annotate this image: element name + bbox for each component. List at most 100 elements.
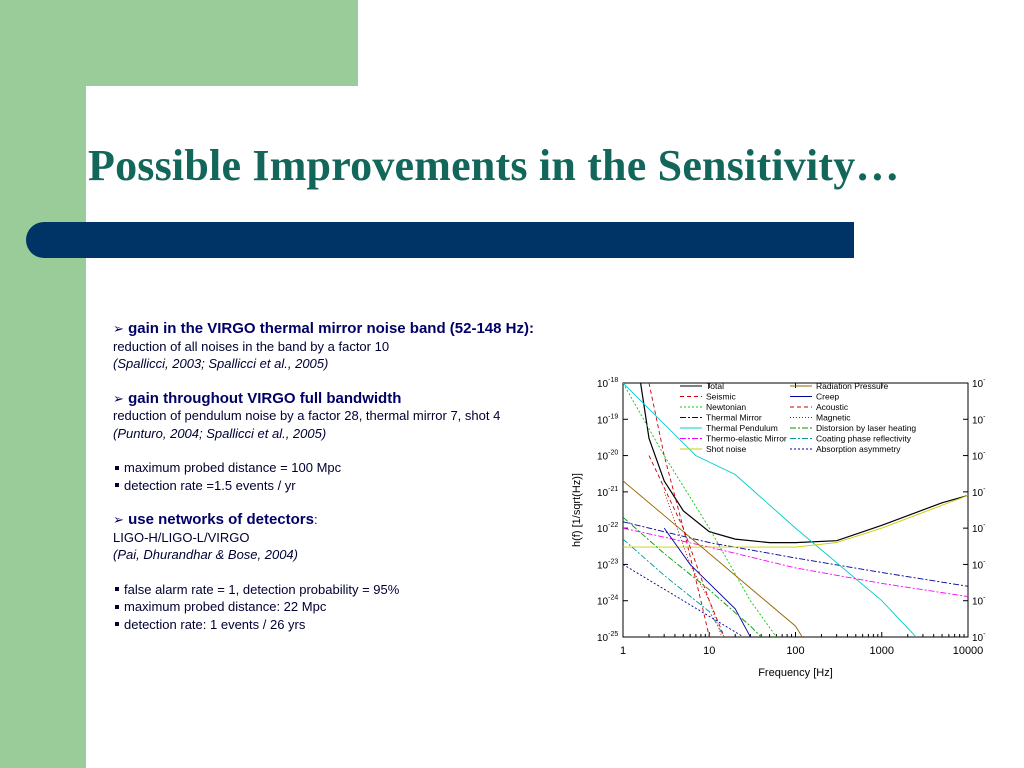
x-tick-label: 1 [620, 645, 626, 657]
decor-green-left [0, 0, 86, 768]
tick-exponent: -22 [983, 522, 986, 529]
series-absorption-asymmetry [623, 564, 744, 637]
bullet-item: false alarm rate = 1, detection probabil… [113, 581, 613, 599]
tick-exponent: -18 [608, 377, 618, 384]
legend-label: Creep [816, 392, 839, 402]
slide-title: Possible Improvements in the Sensitivity… [88, 141, 900, 190]
tick-exponent: -24 [608, 595, 618, 602]
y-tick-label-right: 10-24 [972, 595, 986, 608]
series-magnetic [663, 491, 723, 637]
series-coating-phase-reflectivity [623, 538, 725, 637]
bullet-text: detection rate =1.5 events / yr [124, 477, 296, 493]
x-tick-label: 100 [786, 645, 804, 657]
series-distorsion-by-laser-heating [623, 516, 762, 637]
tick-exponent: -21 [608, 486, 618, 493]
y-tick-label-left: 10-21 [597, 486, 618, 499]
y-tick-label-right: 10-25 [972, 631, 986, 644]
x-tick-label: 10000 [953, 645, 984, 657]
tick-base: 10 [597, 597, 609, 608]
arrow-bullet-icon: ➢ [113, 390, 124, 406]
tick-base: 10 [972, 488, 984, 499]
tick-exponent: -25 [608, 631, 618, 638]
bullet-item: detection rate: 1 events / 26 yrs [113, 616, 613, 634]
bullet-text: detection rate: 1 events / 26 yrs [124, 616, 306, 632]
series-thermal-mirror [623, 521, 968, 587]
x-tick-label: 10 [703, 645, 715, 657]
legend-label: Shot noise [706, 444, 746, 454]
section-text: reduction of all noises in the band by a… [113, 338, 390, 354]
tick-exponent: -19 [608, 413, 618, 420]
tick-base: 10 [972, 633, 984, 644]
tick-exponent: -19 [983, 413, 986, 420]
tick-exponent: -22 [608, 522, 618, 529]
y-tick-label-right: 10-20 [972, 450, 986, 463]
y-tick-label-left: 10-22 [597, 522, 618, 535]
series-creep [663, 527, 751, 637]
heading-text: gain in the VIRGO thermal mirror noise b… [128, 320, 534, 337]
arrow-bullet-icon: ➢ [113, 512, 124, 527]
x-axis-label: Frequency [Hz] [758, 667, 833, 679]
legend-label: Thermo-elastic Mirror [706, 434, 787, 444]
section-text: reduction of pendulum noise by a factor … [113, 408, 501, 423]
tick-exponent: -20 [608, 450, 618, 457]
section-heading-networks: ➢ use networks of detectors: [113, 511, 613, 529]
legend-label: Distorsion by laser heating [816, 423, 916, 433]
heading-text: gain throughout VIRGO full bandwidth [128, 389, 402, 407]
plot-frame [622, 382, 969, 638]
y-tick-label-left: 10-25 [597, 631, 618, 644]
bullet-item: maximum probed distance = 100 Mpc [113, 459, 613, 477]
bullet-text: maximum probed distance = 100 Mpc [124, 460, 342, 475]
title-underline-band [26, 222, 854, 258]
legend-label: Absorption asymmetry [816, 444, 901, 454]
spacer [113, 442, 613, 459]
square-bullet-icon [115, 604, 119, 609]
bullet-item: maximum probed distance: 22 Mpc [113, 598, 613, 616]
legend-label: Coating phase reflectivity [816, 434, 912, 444]
legend-label: Acoustic [816, 402, 849, 412]
series-thermo-elastic-mirror [623, 527, 968, 598]
series-shot-noise [623, 494, 968, 548]
tick-exponent: -23 [983, 558, 986, 565]
y-tick-label-left: 10-23 [597, 558, 618, 571]
spacer [113, 494, 613, 511]
y-tick-label-left: 10-19 [597, 413, 618, 426]
heading-colon: : [313, 512, 318, 527]
spacer [113, 564, 613, 581]
y-tick-label-right: 10-18 [972, 377, 986, 390]
tick-base: 10 [597, 633, 609, 644]
tick-exponent: -23 [608, 558, 618, 565]
section-text: LIGO-H/LIGO-L/VIRGO [113, 529, 250, 545]
tick-base: 10 [972, 452, 984, 463]
bullet-text: maximum probed distance: 22 Mpc [124, 599, 327, 614]
tick-exponent: -24 [983, 595, 986, 602]
tick-base: 10 [972, 415, 984, 426]
bullet-text: false alarm rate = 1, detection probabil… [124, 581, 400, 597]
legend-label: Thermal Mirror [706, 413, 762, 423]
tick-exponent: -25 [983, 631, 986, 638]
tick-base: 10 [972, 560, 984, 571]
heading-text: use networks of detectors [128, 511, 314, 528]
y-tick-label-left: 10-24 [597, 595, 618, 608]
slide-content: ➢ gain in the VIRGO thermal mirror noise… [113, 320, 613, 633]
y-tick-label-right: 10-19 [972, 413, 986, 426]
legend-label: Magnetic [816, 413, 851, 423]
tick-base: 10 [597, 415, 609, 426]
tick-base: 10 [972, 597, 984, 608]
square-bullet-icon [115, 622, 119, 627]
tick-base: 10 [972, 379, 984, 390]
section-heading-full-bandwidth: ➢ gain throughout VIRGO full bandwidth [113, 390, 613, 408]
legend-label: Seismic [706, 392, 737, 402]
y-tick-label-left: 10-18 [597, 377, 618, 390]
section-citation: (Punturo, 2004; Spallicci et al., 2005) [113, 425, 327, 441]
arrow-bullet-icon: ➢ [113, 321, 124, 336]
y-tick-label-right: 10-22 [972, 522, 986, 535]
series-radiation-pressure [623, 480, 803, 637]
tick-base: 10 [597, 452, 609, 463]
chart-canvas: 1 10 100 1000 1000010-1810-1910-2010-2110-22… [571, 377, 986, 679]
square-bullet-icon [115, 587, 119, 592]
y-axis-label: h(f) [1/sqrt(Hz)] [571, 473, 583, 547]
tick-exponent: -18 [983, 377, 986, 384]
series-acoustic [648, 455, 725, 637]
tick-base: 10 [597, 524, 609, 535]
tick-base: 10 [597, 560, 609, 571]
